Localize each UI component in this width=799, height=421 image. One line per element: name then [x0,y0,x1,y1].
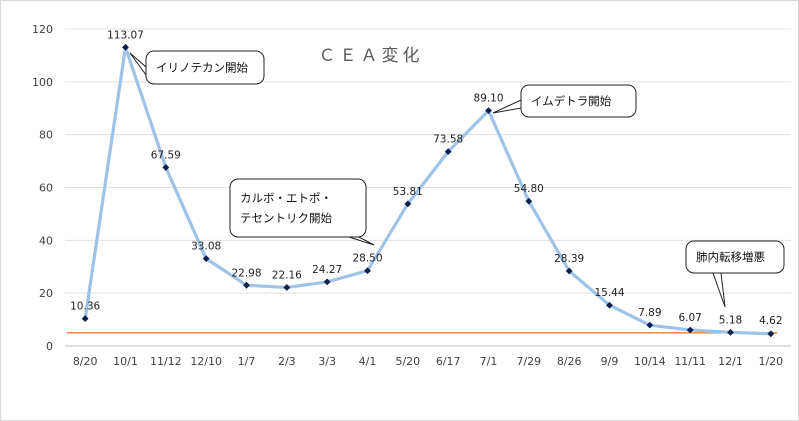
data-point-marker [525,197,533,205]
data-label: 5.18 [719,314,742,326]
x-tick-label: 5/20 [395,355,420,368]
x-tick-label: 4/1 [359,355,377,368]
data-label: 33.08 [191,241,221,253]
x-tick-label: 1/7 [238,355,256,368]
x-tick-label: 8/20 [73,355,98,368]
x-tick-label: 12/1 [718,355,743,368]
data-label: 67.59 [151,149,181,161]
x-tick-label: 12/10 [190,355,222,368]
x-axis-tick-labels: 8/20 10/1 11/12 12/10 1/7 2/3 3/3 4/1 5/20 6/17 7/… [73,355,783,368]
callout-text: テセントリク開始 [240,211,332,225]
data-point-marker [162,164,170,171]
x-tick-label: 1/20 [758,355,783,368]
data-label: 28.39 [554,253,584,265]
data-label: 28.50 [352,253,382,265]
annotation-callout: イリノテカン開始 [129,50,265,85]
callout-pointer [492,99,522,114]
data-label: 7.89 [638,307,661,319]
data-point-marker [202,255,210,263]
x-tick-label: 2/3 [278,355,296,368]
data-point-marker [565,267,573,275]
y-tick-label: 20 [39,287,53,300]
x-tick-label: 7/1 [480,355,498,368]
data-label: 54.80 [514,183,544,195]
x-tick-label: 7/29 [516,355,541,368]
data-point-marker [646,321,654,329]
callout-box [685,240,785,274]
callout-pointer [348,236,375,246]
data-point-marker [606,301,613,309]
y-axis-tick-labels: 0 20 40 60 80 100 120 [32,23,53,353]
data-label: 73.58 [433,134,463,146]
data-label: 22.98 [231,267,261,279]
x-tick-label: 6/17 [436,355,461,368]
data-label: 6.07 [678,312,701,324]
data-point-marker [323,278,331,286]
annotation-callout: イムデトラ開始 [492,84,637,118]
x-tick-label: 9/9 [601,355,619,368]
data-label: 22.16 [272,269,302,281]
annotation-callout: カルボ・エトポ・テセントリク開始 [229,178,375,246]
y-tick-label: 0 [46,340,53,353]
data-point-marker [81,315,89,323]
callout-pointer [129,52,147,77]
x-tick-label: 11/11 [674,355,706,368]
data-point-marker [485,107,492,115]
x-tick-label: 8/26 [557,355,582,368]
callout-pointer [712,272,726,308]
data-point-marker [404,200,412,208]
data-labels: 10.36 113.07 67.59 33.08 22.98 22.16 24.27 28.5… [70,29,782,326]
data-point-marker [364,267,371,275]
data-label: 89.10 [473,93,503,105]
y-tick-label: 120 [32,23,53,36]
series-lines [67,45,777,336]
annotation-callout: 肺内転移増悪 [685,240,785,308]
data-point-marker [686,326,694,334]
callout-box [229,178,367,238]
data-label: 15.44 [594,287,624,299]
data-point-marker [444,148,452,156]
x-tick-label: 10/1 [113,355,138,368]
y-tick-label: 100 [32,76,53,89]
y-tick-label: 80 [39,129,53,142]
y-tick-label: 40 [39,234,53,247]
data-point-marker [122,43,129,51]
callout-text: 肺内転移増悪 [696,250,765,264]
callout-text: イムデトラ開始 [531,94,612,108]
data-point-marker [727,328,734,336]
x-tick-label: 10/14 [634,355,666,368]
data-point-marker [767,330,775,338]
data-markers [81,43,775,338]
data-label: 4.62 [759,315,782,327]
data-label: 53.81 [393,186,423,198]
data-point-marker [283,284,291,291]
data-label: 10.36 [70,301,100,313]
callout-text: イリノテカン開始 [156,61,248,75]
x-tick-label: 11/12 [150,355,182,368]
chart-title: ＣＥＡ変化 [319,46,424,66]
x-tick-label: 3/3 [318,355,336,368]
data-label: 113.07 [107,29,144,41]
cea-series-line [83,45,771,336]
data-label: 24.27 [312,264,342,276]
y-tick-label: 60 [39,182,53,195]
callout-text: カルボ・エトポ・ [240,191,332,205]
data-point-marker [243,281,250,289]
